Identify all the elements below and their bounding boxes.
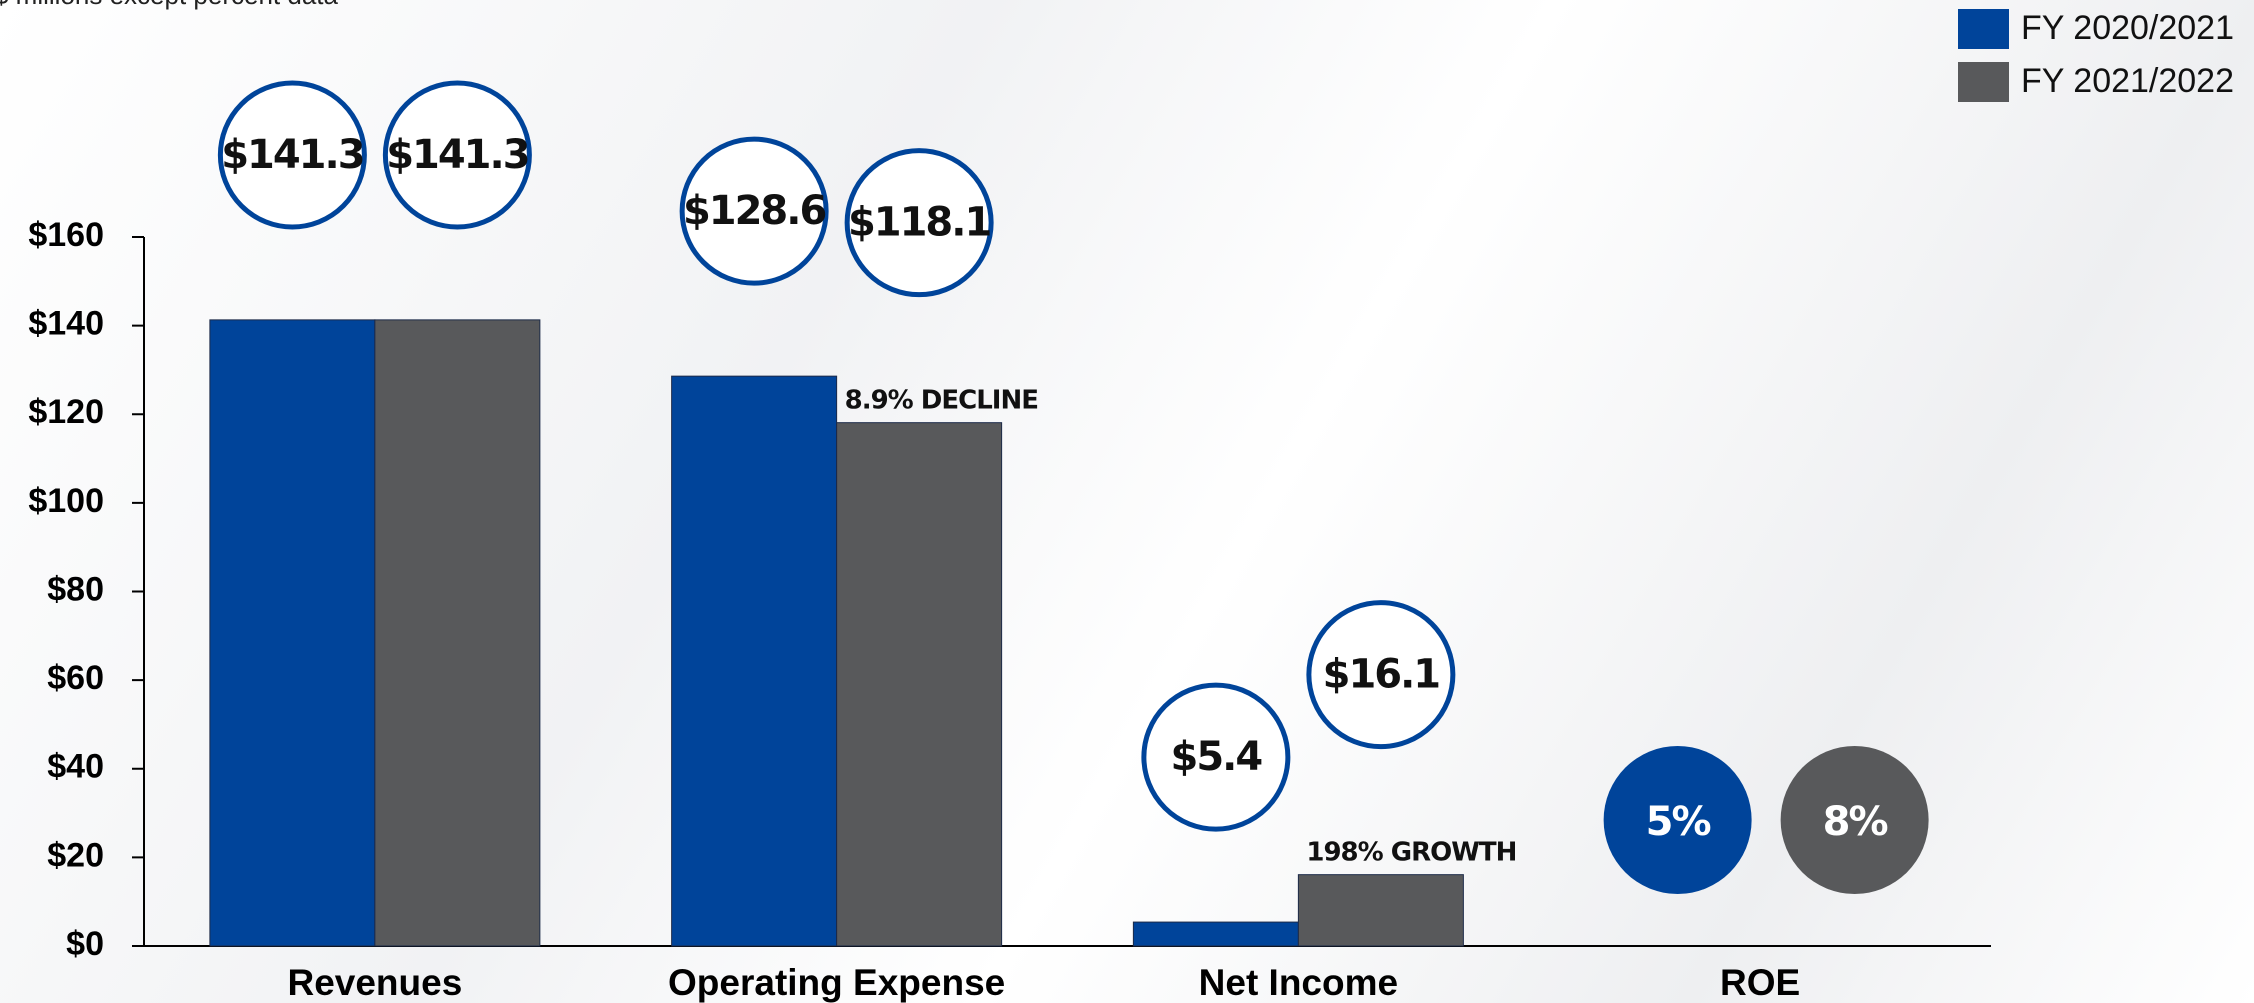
- legend-label: FY 2020/2021: [2021, 9, 2234, 47]
- value-label: $128.6: [683, 188, 826, 234]
- roe-circle: [1603, 746, 1752, 894]
- value-circle: [1306, 600, 1456, 750]
- value-label: $141.3: [386, 132, 528, 178]
- value-label: $141.3: [221, 132, 363, 178]
- roe-label: 5%: [1646, 799, 1711, 845]
- value-label: $16.1: [1323, 652, 1440, 698]
- subtitle: $ millions except percent data: [0, 0, 339, 10]
- y-tick-label: $100: [28, 482, 104, 520]
- legend-label: FY 2021/2022: [2021, 62, 2234, 100]
- legend-swatch: [1958, 9, 2009, 49]
- value-circle: [1141, 682, 1291, 832]
- roe-label: 8%: [1823, 799, 1888, 845]
- annotation: 198% GROWTH: [1306, 838, 1516, 868]
- y-tick-label: $80: [47, 570, 104, 608]
- legend-swatch: [1958, 62, 2009, 102]
- value-circle: [382, 80, 532, 230]
- bar: [1297, 874, 1464, 947]
- x-tick-label: Revenues: [287, 962, 462, 1003]
- value-circle: [844, 148, 994, 298]
- annotation: 8.9% DECLINE: [845, 386, 1038, 416]
- y-tick-label: $40: [47, 748, 104, 786]
- value-circle: [679, 136, 829, 286]
- roe-circle: [1780, 746, 1929, 894]
- y-tick-label: $140: [28, 305, 104, 343]
- y-tick-label: $20: [47, 836, 104, 874]
- value-label: $5.4: [1171, 734, 1262, 780]
- value-circle: [217, 80, 367, 230]
- bar: [209, 319, 376, 947]
- y-tick-label: $0: [66, 925, 104, 963]
- bar: [1132, 921, 1299, 947]
- value-label: $118.1: [848, 200, 991, 246]
- bar: [836, 422, 1003, 947]
- y-tick-label: $60: [47, 659, 104, 697]
- bar: [374, 319, 541, 947]
- y-tick-label: $160: [28, 216, 104, 254]
- x-tick-label: Net Income: [1199, 962, 1398, 1003]
- x-tick-label: Operating Expense: [668, 962, 1005, 1003]
- x-tick-label: ROE: [1720, 962, 1800, 1003]
- bar: [671, 375, 838, 947]
- y-tick-label: $120: [28, 393, 104, 431]
